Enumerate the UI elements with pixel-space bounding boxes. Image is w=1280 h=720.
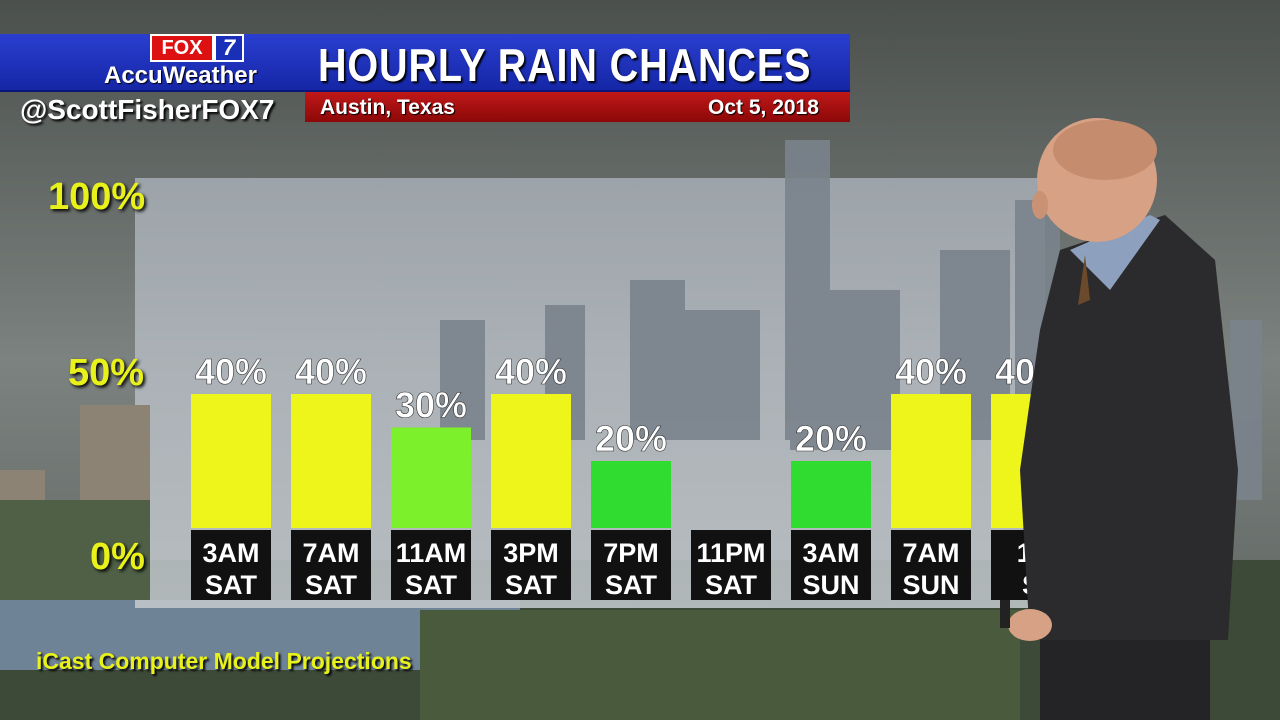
bar-value-label-6: 20% xyxy=(795,418,867,459)
subtitle-banner xyxy=(305,92,850,122)
category-label-1-line-1: SAT xyxy=(305,570,358,600)
bar-value-label-4: 20% xyxy=(595,418,667,459)
accuweather-logo: AccuWeather xyxy=(104,62,257,89)
category-label-box-7 xyxy=(891,530,971,600)
bar-4 xyxy=(591,461,671,528)
y-tick-0: 0% xyxy=(90,536,145,578)
bar-value-label-0: 40% xyxy=(195,351,267,392)
category-label-box-3 xyxy=(491,530,571,600)
category-label-4-line-1: SAT xyxy=(605,570,658,600)
y-tick-100: 100% xyxy=(48,176,146,218)
category-label-6-line-0: 3AM xyxy=(802,538,859,568)
category-label-1-line-0: 7AM xyxy=(302,538,359,568)
bar-0 xyxy=(191,394,271,528)
category-label-2-line-1: SAT xyxy=(405,570,458,600)
bar-2 xyxy=(391,427,471,528)
fox-logo-text: FOX xyxy=(150,34,214,62)
category-label-box-4 xyxy=(591,530,671,600)
bar-6 xyxy=(791,461,871,528)
presenter xyxy=(1000,118,1238,720)
date-label: Oct 5, 2018 xyxy=(708,96,819,119)
bar-value-label-3: 40% xyxy=(495,351,567,392)
category-label-5-line-1: SAT xyxy=(705,570,758,600)
bar-3 xyxy=(491,394,571,528)
category-label-box-0 xyxy=(191,530,271,600)
fox-logo-number: 7 xyxy=(214,34,244,62)
category-label-0-line-0: 3AM xyxy=(202,538,259,568)
chart-title: HOURLY RAIN CHANCES xyxy=(318,39,812,91)
bar-value-label-1: 40% xyxy=(295,351,367,392)
category-label-box-5 xyxy=(691,530,771,600)
bar-7 xyxy=(891,394,971,528)
category-label-7-line-0: 7AM xyxy=(902,538,959,568)
model-credit: iCast Computer Model Projections xyxy=(36,648,412,674)
category-label-box-6 xyxy=(791,530,871,600)
y-tick-50: 50% xyxy=(68,352,145,394)
category-label-box-1 xyxy=(291,530,371,600)
category-label-3-line-0: 3PM xyxy=(503,538,559,568)
category-label-box-2 xyxy=(391,530,471,600)
category-label-5-line-0: 11PM xyxy=(696,538,765,568)
fox7-logo: FOX 7 xyxy=(150,34,244,62)
title-banner xyxy=(0,34,850,92)
social-handle: @ScottFisherFOX7 xyxy=(20,94,275,125)
bar-value-label-2: 30% xyxy=(395,385,467,426)
category-label-6-line-1: SUN xyxy=(802,570,859,600)
location-label: Austin, Texas xyxy=(320,96,455,119)
category-label-2-line-0: 11AM xyxy=(396,538,467,568)
bar-1 xyxy=(291,394,371,528)
category-label-7-line-1: SUN xyxy=(902,570,959,600)
category-label-4-line-0: 7PM xyxy=(603,538,659,568)
category-label-0-line-1: SAT xyxy=(205,570,258,600)
category-label-3-line-1: SAT xyxy=(505,570,558,600)
bar-value-label-7: 40% xyxy=(895,351,967,392)
